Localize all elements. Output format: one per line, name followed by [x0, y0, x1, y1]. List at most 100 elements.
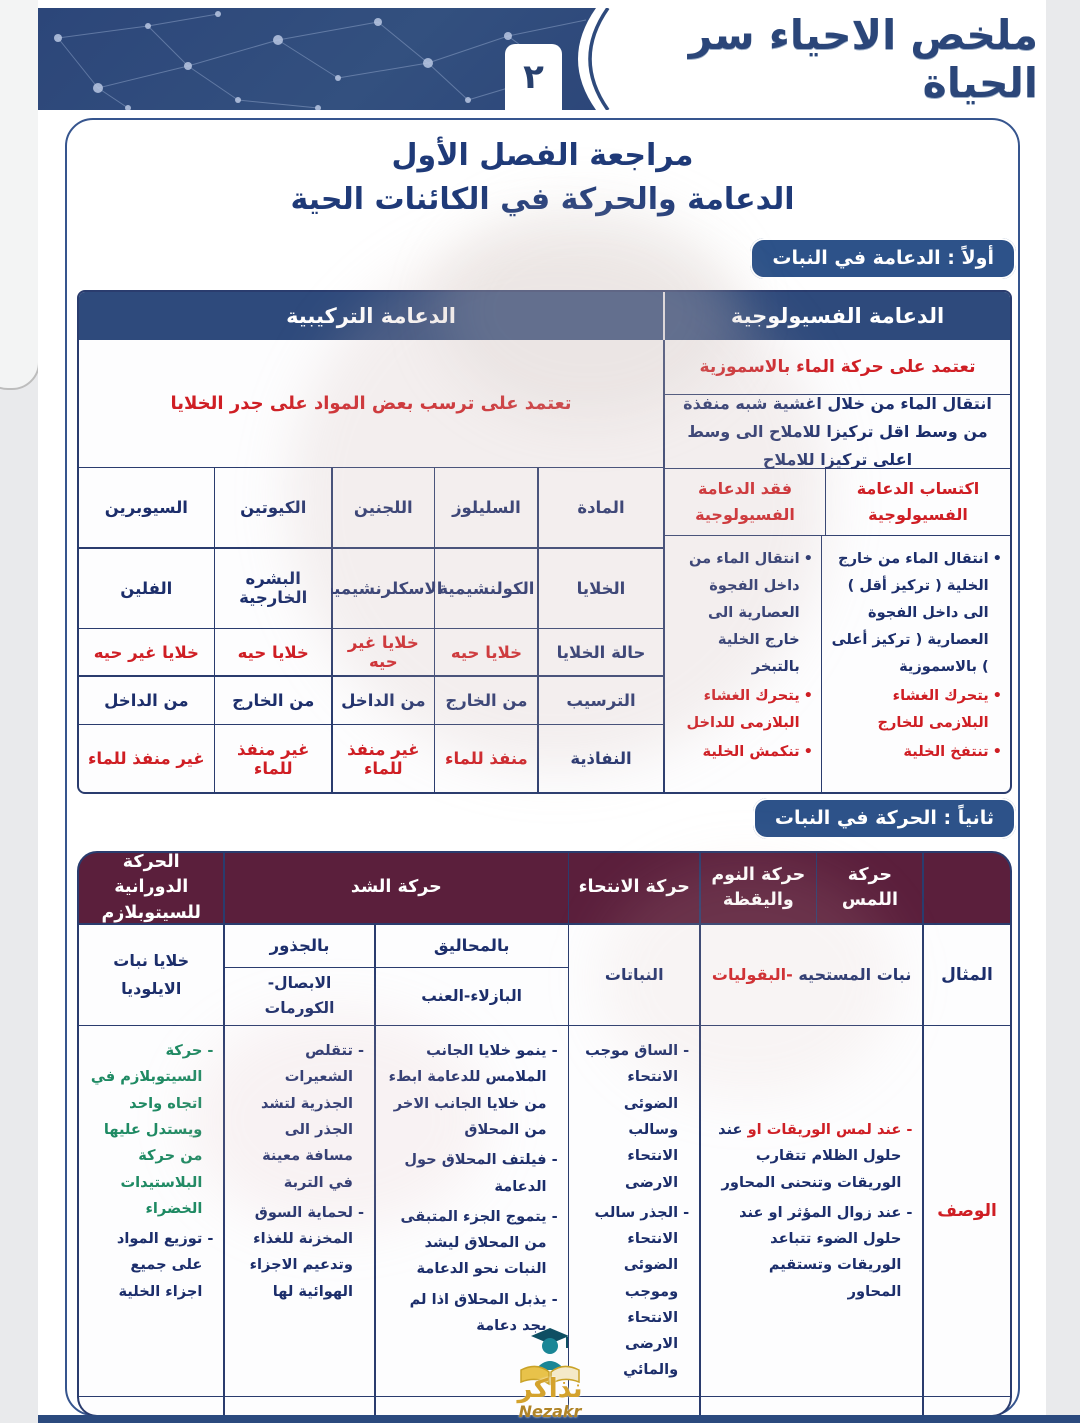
- matrix-cell: السيوبرين: [79, 468, 214, 547]
- list-item: يتموج الجزء المتبقى من المحلاق ليشد النب…: [386, 1204, 558, 1283]
- support-table-header: الدعامة الفسيولوجية الدعامة التركيبية: [79, 292, 1010, 340]
- tendrils-subheader: بالمحاليق: [375, 925, 568, 968]
- description-text: عند لمس الوريقات او عند حلول الظلام تتقا…: [711, 1117, 901, 1196]
- section2-badge: ثانياً : الحركة في النبات: [752, 798, 1016, 839]
- list-item: لحماية السوق المخزنة للغذاء وتدعيم الاجز…: [235, 1200, 364, 1305]
- desc-cyclosis-green: حركة السيتوبلازم في اتجاه واحد ويستدل عل…: [90, 1042, 203, 1217]
- gain-point: تنتفخ الخلية: [903, 742, 989, 760]
- desc-tendril-point: ينمو خلايا الجانب الملامس للدعامة ابطء م…: [388, 1042, 547, 1138]
- bullet-icon: [993, 739, 1002, 766]
- example-tendrils: بالمحاليق البازلاء-العنب: [375, 924, 568, 1025]
- reason-roots: الاوكسينات: [225, 1397, 375, 1415]
- bullet-icon: [804, 739, 813, 766]
- matrix-row-header: الخلايا: [539, 548, 663, 628]
- description-tendrils: ينمو خلايا الجانب الملامس للدعامة ابطء م…: [375, 1026, 568, 1396]
- list-item: تنكمش الخلية: [673, 739, 813, 766]
- physiological-detail: انتقال الماء من خلال اغشية شبه منفذة من …: [665, 394, 1010, 469]
- dash-icon: [552, 1038, 558, 1143]
- matrix-cell: خلايا غير حيه: [79, 629, 214, 676]
- structural-column: تعتمد على ترسب بعض المواد على جدر الخلاي…: [79, 340, 663, 792]
- dash-icon: [358, 1200, 364, 1305]
- row-label-example: المثال: [924, 924, 1010, 1025]
- list-item: عند زوال المؤثر او عند حلول الضوء تتباعد…: [711, 1200, 913, 1305]
- tendrils-example: البازلاء-العنب: [421, 986, 522, 1005]
- physiological-column: تعتمد على حركة الماء بالاسموزية انتقال ا…: [663, 340, 1010, 792]
- loss-point: تنكمش الخلية: [702, 742, 800, 760]
- bullet-icon: [804, 546, 813, 681]
- list-item: حركة السيتوبلازم في اتجاه واحد ويستدل عل…: [89, 1038, 213, 1222]
- support-table: الدعامة الفسيولوجية الدعامة التركيبية تع…: [77, 290, 1012, 794]
- list-item: انتقال الماء من داخل الفجوة العصارية الى…: [673, 546, 813, 681]
- example-touch-sleep: نبات المستحيه -البقوليات: [700, 924, 923, 1025]
- gain-point: انتقال الماء من خارج الخلية ( تركيز أقل …: [831, 550, 989, 675]
- movement-header-tropism: حركة الانتحاء: [569, 853, 700, 923]
- list-item: الساق موجب الانتحاء الضوئى وسالب الانتحا…: [579, 1038, 689, 1196]
- movement-header-cyclosis: الحركة الدورانية للسيتوبلازم: [79, 853, 224, 923]
- desc-touch-b2: عند زوال المؤثر او عند حلول الضوء تتباعد…: [739, 1203, 902, 1300]
- materials-matrix: المادة السليلوز اللجنين الكيوتين السيوبر…: [79, 468, 663, 792]
- matrix-cell: الكيوتين: [215, 468, 332, 547]
- matrix-cell: الفلين: [79, 548, 214, 628]
- dash-icon: [552, 1147, 558, 1200]
- band-crescent-decoration: [578, 8, 628, 110]
- list-item: عند لمس الوريقات او عند حلول الظلام تتقا…: [711, 1117, 913, 1196]
- reason-tendrils: الاوكسينات: [375, 1397, 568, 1415]
- desc-tendril-point: فيلتف المحلاق حول الدعامة: [404, 1151, 547, 1195]
- movement-header-empty: [924, 853, 1010, 923]
- matrix-cell: البشره الخارجية: [215, 548, 332, 628]
- bottom-band: [38, 1415, 1080, 1423]
- dash-icon: [358, 1038, 364, 1196]
- dash-icon: [906, 1200, 912, 1305]
- loss-point: انتقال الماء من داخل الفجوة العصارية الى…: [689, 550, 800, 675]
- booklet-title: ملخص الاحياء سر الحياة: [688, 11, 1038, 107]
- matrix-cell: غير منفذ للماء: [215, 725, 332, 792]
- desc-tropism-point: الجذر سالب الانتحاء الضوئى وموجب الانتحا…: [594, 1203, 679, 1379]
- example-touch-main: نبات المستحيه: [798, 965, 912, 984]
- physiological-support-header: الدعامة الفسيولوجية: [663, 292, 1010, 340]
- list-item: توزيع المواد على جميع اجزاء الخلية: [89, 1226, 213, 1305]
- list-item: يذبل المحلاق اذا لم يجد دعامة: [386, 1287, 558, 1340]
- movement-header-touch: حركة اللمس: [817, 853, 923, 923]
- desc-tendril-point: يتموج الجزء المتبقى من المحلاق ليشد النب…: [400, 1207, 547, 1278]
- loss-support-header: فقد الدعامة الفسيولوجية: [695, 479, 795, 524]
- matrix-cell: من الخارج: [435, 676, 538, 724]
- description-touch-sleep: عند لمس الوريقات او عند حلول الظلام تتقا…: [700, 1026, 923, 1396]
- dash-icon: [207, 1226, 213, 1305]
- page-card: ٢ ملخص الاحياء سر الحياة مراجعة الفصل ال…: [38, 0, 1080, 1423]
- example-tropism: النباتات: [569, 924, 700, 1025]
- section1-badge: أولاً : الدعامة في النبات: [750, 238, 1016, 279]
- loss-point: يتحرك الغشاء البلازمى للداخل: [686, 686, 800, 731]
- desc-cyclosis-navy: توزيع المواد على جميع اجزاء الخلية: [116, 1230, 203, 1300]
- bullet-icon: [804, 683, 813, 737]
- list-item: تنتفخ الخلية: [830, 739, 1002, 766]
- matrix-cell: الكولنشيمية: [435, 548, 538, 628]
- list-item: انتقال الماء من خارج الخلية ( تركيز أقل …: [830, 546, 1002, 681]
- structural-intro: تعتمد على ترسب بعض المواد على جدر الخلاي…: [79, 340, 663, 468]
- matrix-cell: خلايا غير حيه: [332, 629, 434, 676]
- example-text: نبات المستحيه -البقوليات: [712, 961, 911, 988]
- matrix-row-header: النفاذية: [539, 725, 663, 792]
- matrix-row-header: حالة الخلايا: [539, 629, 663, 676]
- list-item: تتقلص الشعيرات الجذرية لتشد الجذر الى مس…: [235, 1038, 364, 1196]
- list-item: ينمو خلايا الجانب الملامس للدعامة ابطء م…: [386, 1038, 558, 1143]
- description-tropism: الساق موجب الانتحاء الضوئى وسالب الانتحا…: [569, 1026, 700, 1396]
- matrix-row-header: المادة: [539, 468, 663, 547]
- movement-header-sleep: حركة النوم واليقظة: [700, 853, 816, 923]
- desc-roots-point: لحماية السوق المخزنة للغذاء وتدعيم الاجز…: [249, 1203, 353, 1300]
- matrix-cell: غير منفذ للماء: [332, 725, 434, 792]
- matrix-cell: من الداخل: [79, 676, 214, 724]
- example-touch-legumes: -البقوليات: [711, 965, 793, 984]
- matrix-cell: غير منفذ للماء: [79, 725, 214, 792]
- list-item: يتحرك الغشاء البلازمى للداخل: [673, 683, 813, 737]
- bullet-icon: [993, 546, 1002, 681]
- description-roots: تتقلص الشعيرات الجذرية لتشد الجذر الى مس…: [225, 1026, 375, 1396]
- chapter-title: مراجعة الفصل الأول الدعامة والحركة في ال…: [67, 120, 1018, 221]
- matrix-cell: السليلوز: [435, 468, 538, 547]
- reason-cyclosis: ذاتية الحركة: [79, 1397, 224, 1415]
- matrix-cell: منفذ للماء: [435, 725, 538, 792]
- example-cyclosis: خلايا نبات الايلوديا: [79, 924, 224, 1025]
- matrix-row-header: الترسيب: [539, 676, 663, 724]
- movement-table: حركة اللمس حركة النوم واليقظة حركة الانت…: [77, 851, 1012, 1417]
- matrix-cell: من الخارج: [215, 676, 332, 724]
- gain-support-header: اكتساب الدعامة الفسيولوجية: [825, 469, 1010, 535]
